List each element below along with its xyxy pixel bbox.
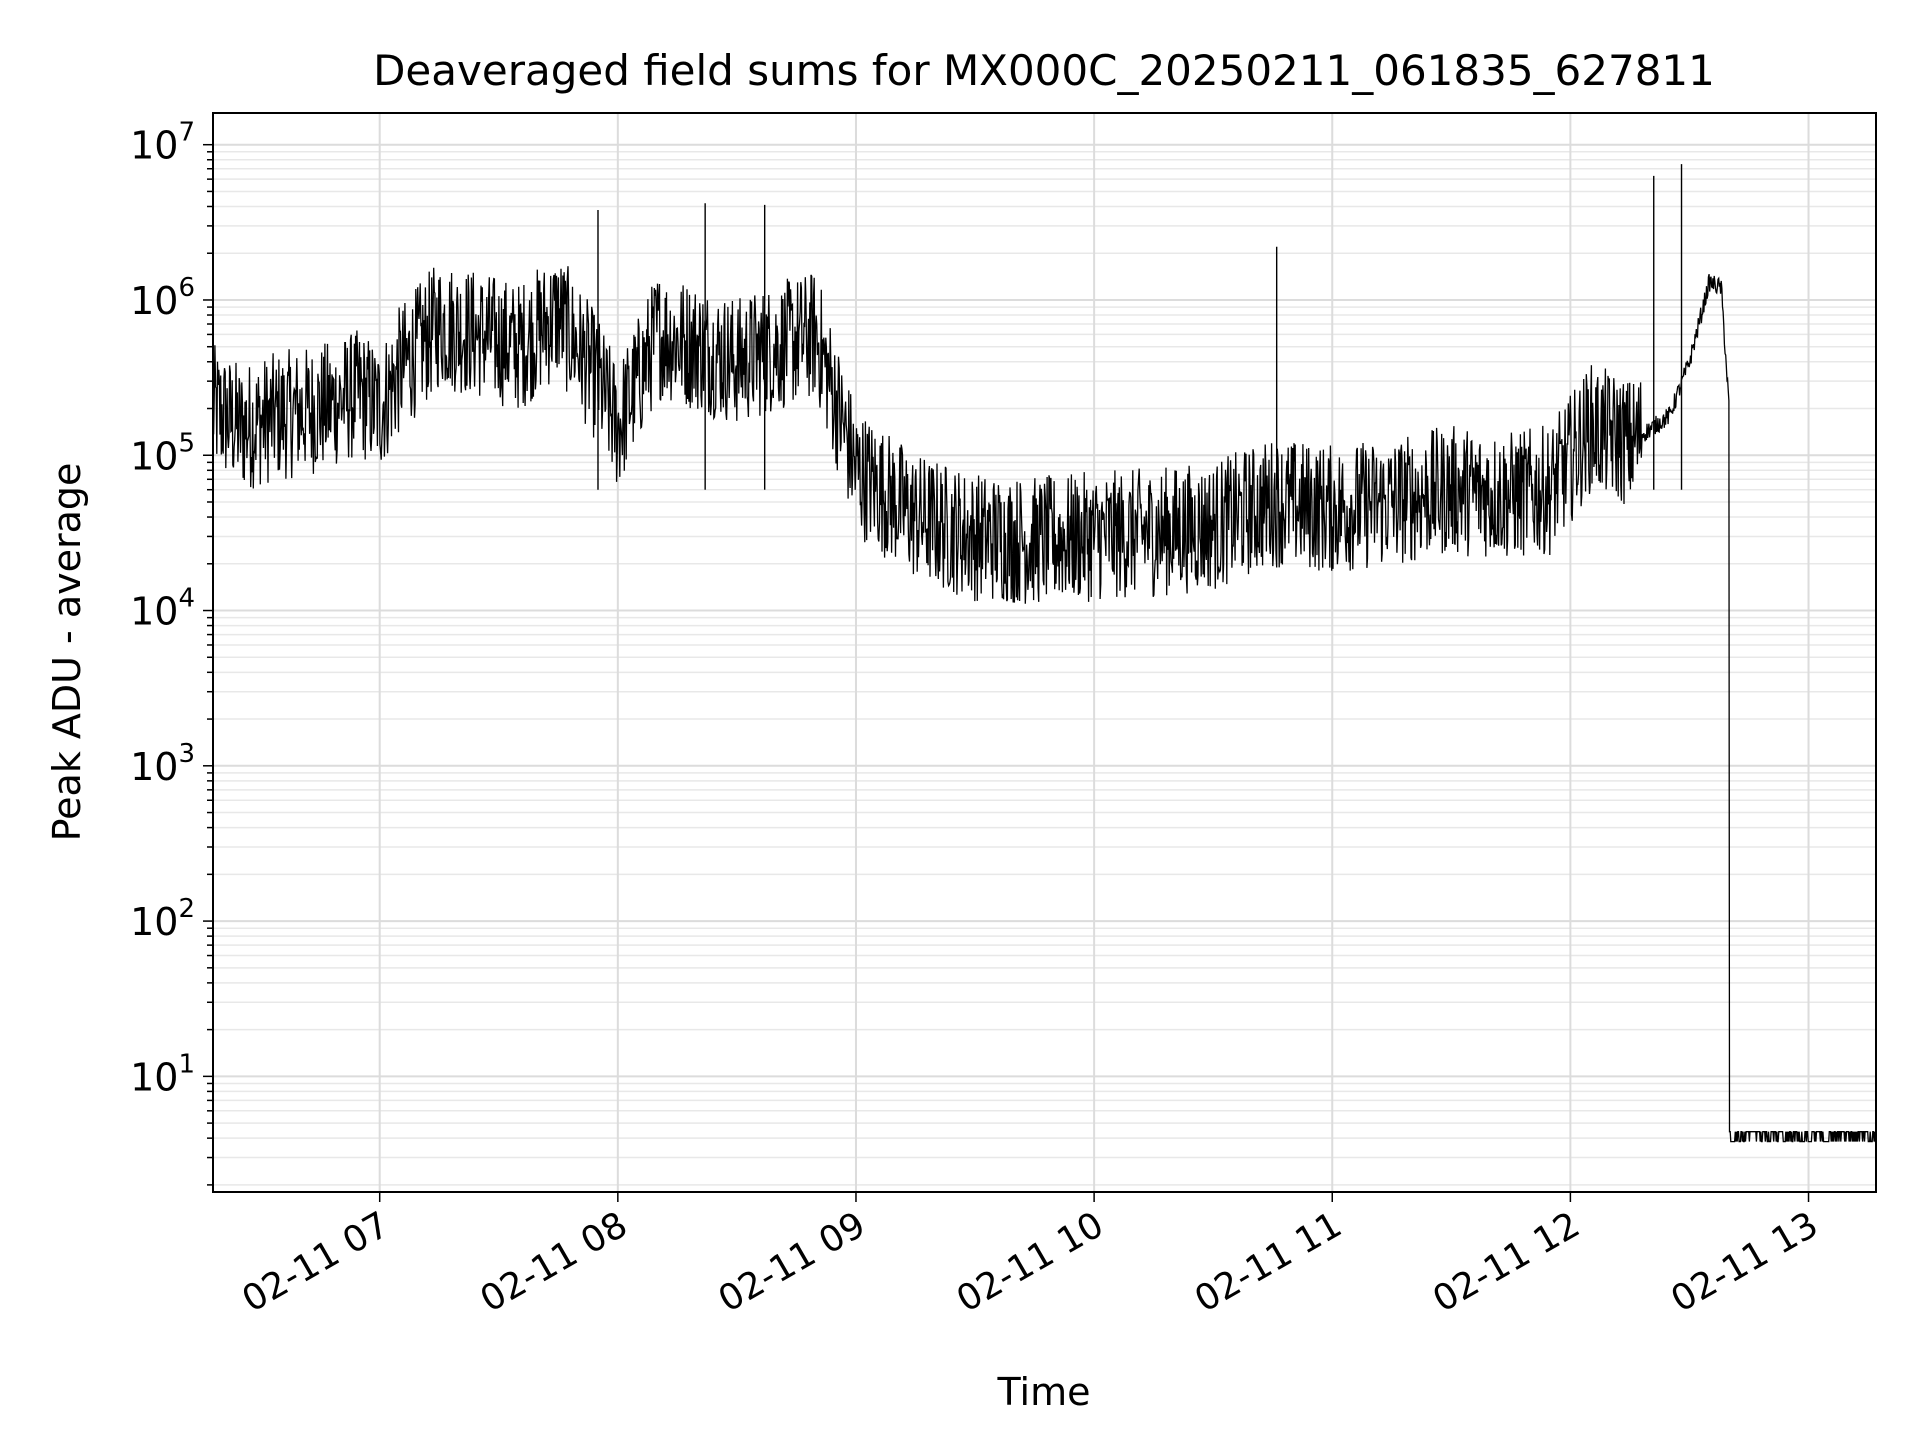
y-tick-label-base: 10 [130, 279, 178, 323]
y-tick-label-exponent: 3 [178, 739, 195, 769]
series-line [212, 266, 1877, 1143]
y-tick-label-base: 10 [130, 124, 178, 168]
y-tick-label: 105 [130, 428, 195, 478]
y-tick-label-exponent: 4 [178, 584, 195, 614]
y-tick-label-base: 10 [130, 745, 178, 789]
y-tick-label-exponent: 7 [178, 118, 195, 148]
x-axis-label: Time [997, 1370, 1091, 1414]
data-layer [212, 164, 1877, 1143]
y-tick-label: 107 [130, 118, 195, 168]
y-tick-label: 103 [130, 739, 195, 789]
y-tick-label: 101 [130, 1049, 195, 1099]
chart-title: Deaveraged field sums for MX000C_2025021… [373, 46, 1715, 95]
y-axis-label: Peak ADU - average [45, 463, 89, 842]
y-tick-label-exponent: 6 [178, 273, 195, 303]
plot-frame [212, 112, 1877, 1193]
y-tick-label: 102 [130, 894, 195, 944]
y-tick-label-base: 10 [130, 1055, 178, 1099]
y-tick-label-exponent: 1 [178, 1049, 195, 1079]
y-tick-label-base: 10 [130, 434, 178, 478]
y-tick-label-exponent: 2 [178, 894, 195, 924]
y-tick-label: 104 [130, 584, 195, 634]
y-tick-label-base: 10 [130, 590, 178, 634]
grid-layer [213, 113, 1876, 1192]
y-tick-label-exponent: 5 [178, 428, 195, 458]
y-tick-label-base: 10 [130, 900, 178, 944]
y-tick-label: 106 [130, 273, 195, 323]
